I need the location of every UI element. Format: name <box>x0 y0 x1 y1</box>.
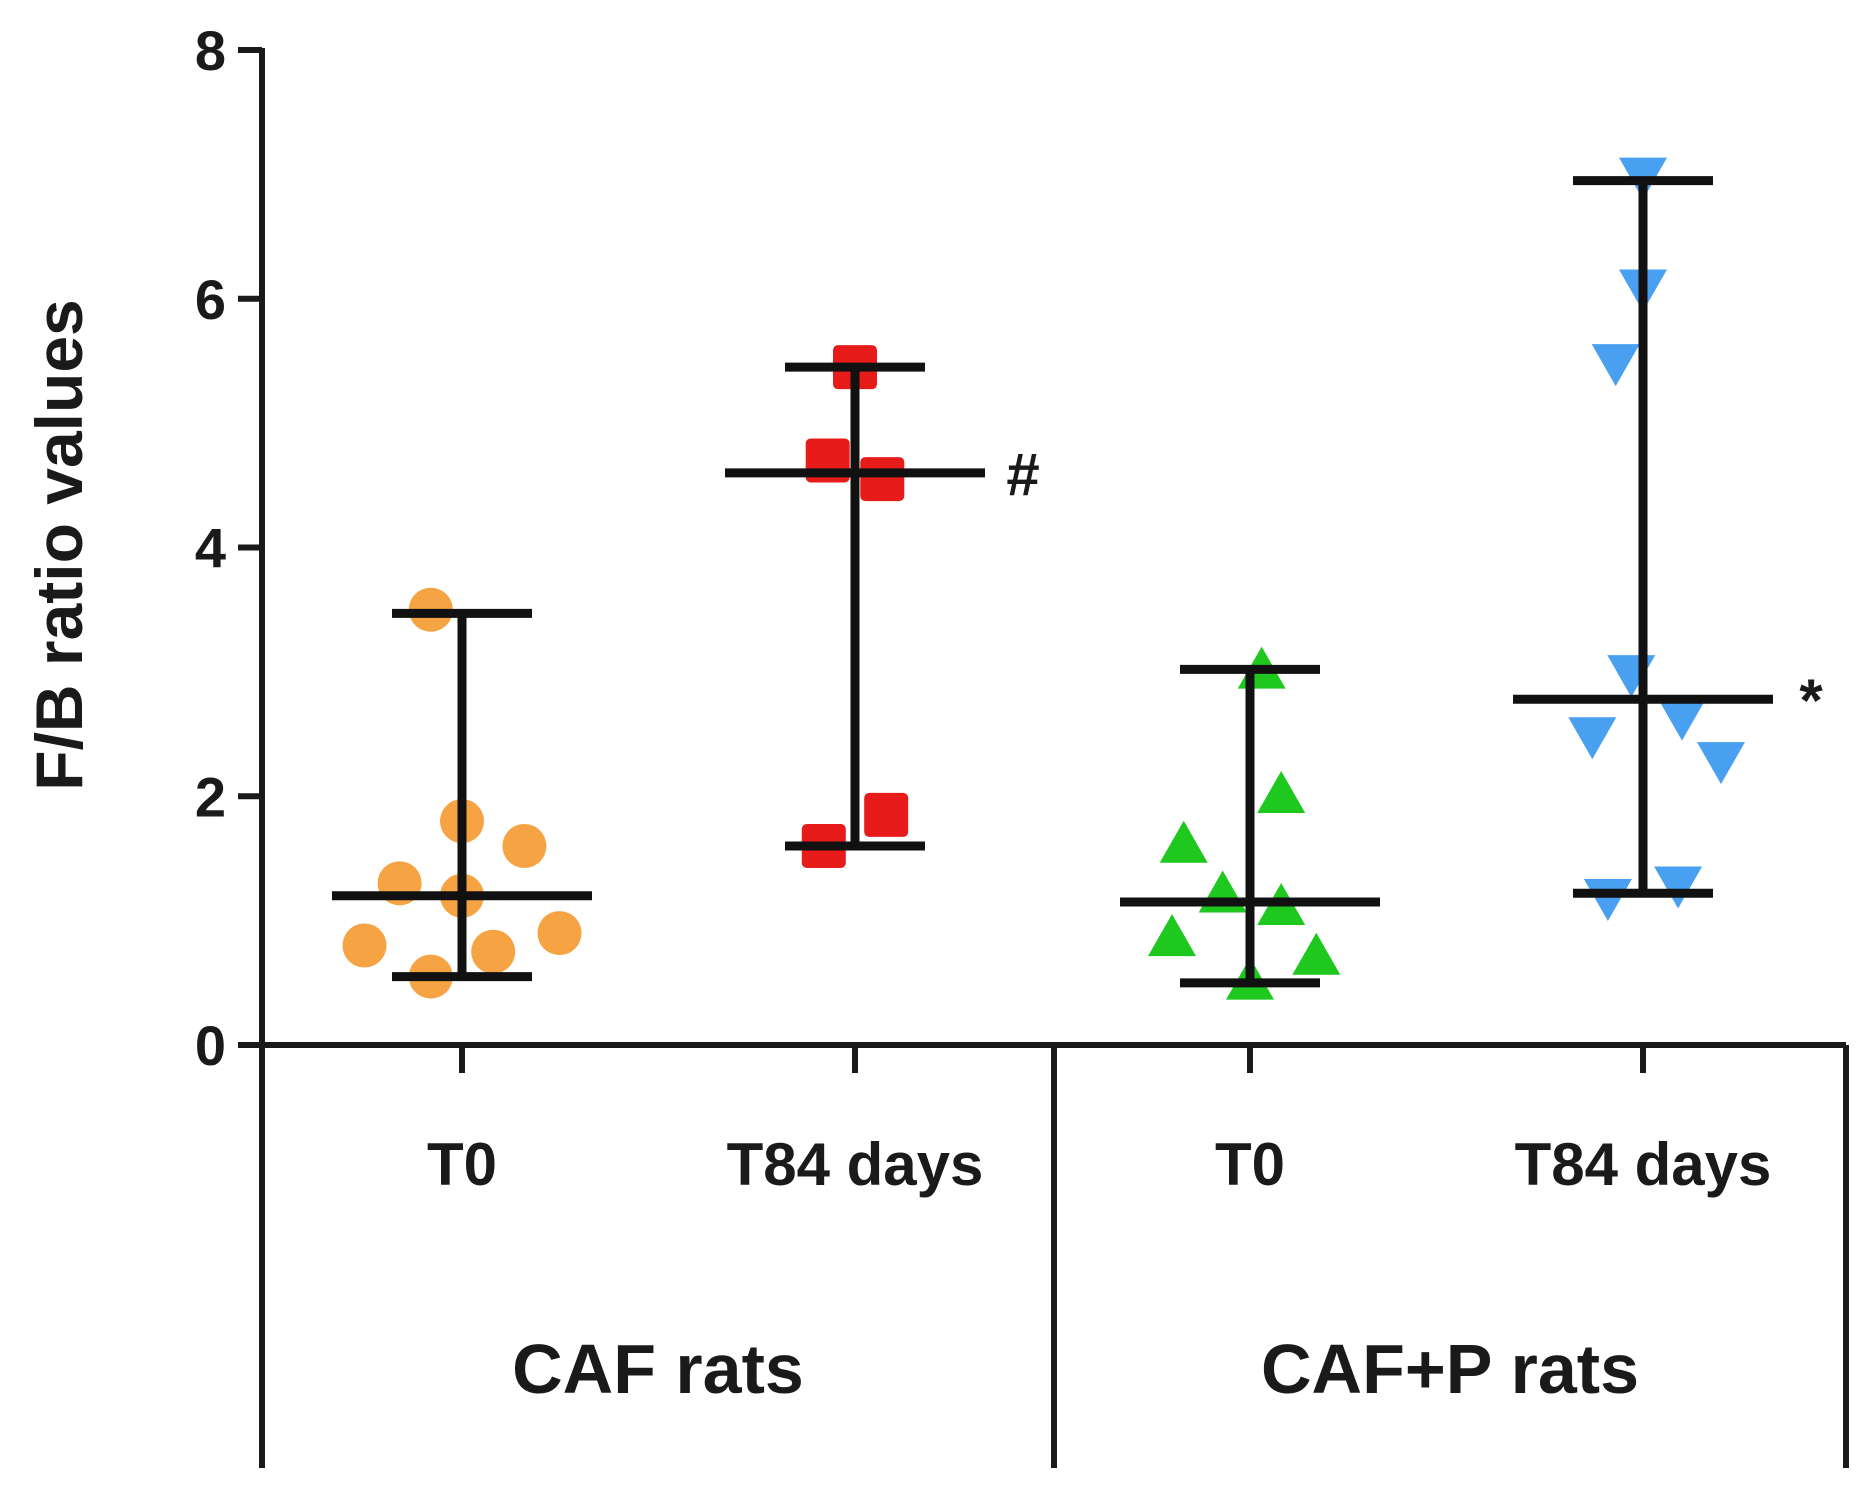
data-point-square <box>860 457 905 502</box>
data-point-triangle-down <box>1697 742 1745 785</box>
data-points <box>342 157 1745 1000</box>
data-point-triangle-up <box>1159 820 1208 863</box>
y-tick-label: 8 <box>195 19 226 82</box>
data-point-circle <box>502 824 547 868</box>
category-label: T0 <box>1215 1131 1285 1198</box>
significance-annotation: * <box>1799 667 1823 734</box>
data-point-triangle-down <box>1607 655 1656 698</box>
x-ticks <box>459 1045 1646 1073</box>
data-point-triangle-down <box>1583 878 1632 921</box>
y-tick-label: 6 <box>195 268 226 331</box>
y-axis-title: F/B ratio values <box>22 299 96 791</box>
data-point-triangle-up <box>1292 932 1341 975</box>
category-label: T0 <box>427 1131 497 1198</box>
y-tick-label: 0 <box>195 1014 226 1077</box>
data-point-circle <box>471 929 516 974</box>
data-point-circle <box>537 911 582 956</box>
data-point-square <box>864 792 909 837</box>
data-point-triangle-down <box>1654 866 1703 909</box>
data-point-triangle-down <box>1658 698 1706 741</box>
category-label: T84 days <box>1515 1131 1772 1198</box>
y-tick-label: 4 <box>195 517 226 580</box>
data-point-circle <box>342 923 387 968</box>
data-point-triangle-down <box>1568 717 1617 760</box>
category-labels: T0 T84 days T0 T84 days CAF rats CAF+P rats <box>427 1131 1771 1408</box>
group-label: CAF+P rats <box>1261 1330 1639 1408</box>
data-point-triangle-up <box>1148 914 1196 957</box>
group-label: CAF rats <box>512 1330 804 1408</box>
y-ticks: 0 2 4 6 8 <box>195 19 262 1077</box>
median-range-lines: #* <box>332 176 1823 988</box>
data-point-triangle-down <box>1591 344 1640 387</box>
category-label: T84 days <box>727 1131 984 1198</box>
y-tick-label: 2 <box>195 765 226 828</box>
significance-annotation: # <box>1006 441 1039 508</box>
data-point-triangle-up <box>1257 771 1306 814</box>
